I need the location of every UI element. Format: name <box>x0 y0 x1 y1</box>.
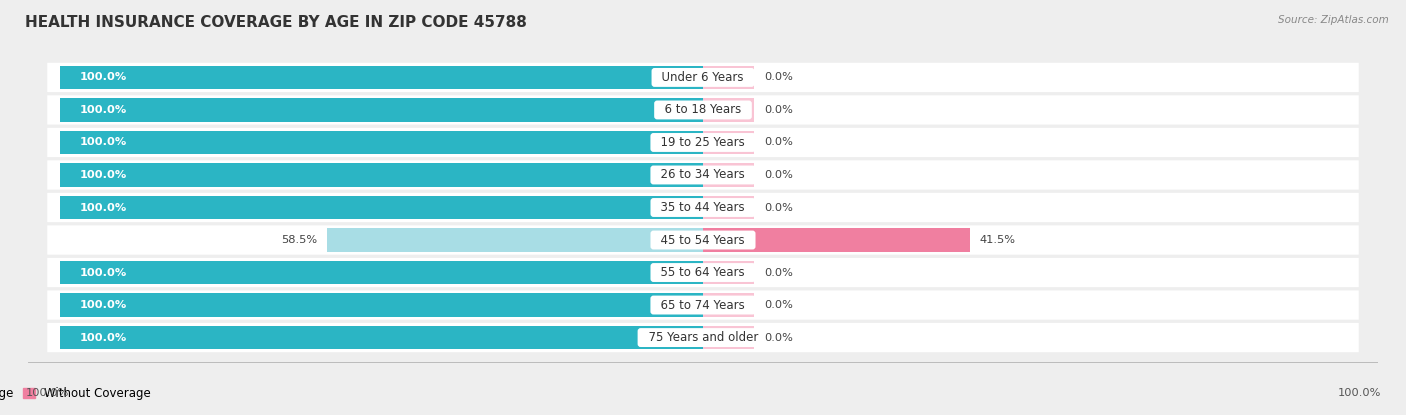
Text: 100.0%: 100.0% <box>80 332 127 342</box>
Bar <box>703 196 755 219</box>
FancyBboxPatch shape <box>48 290 1358 320</box>
Text: 0.0%: 0.0% <box>763 137 793 147</box>
FancyBboxPatch shape <box>48 128 1358 157</box>
Text: 65 to 74 Years: 65 to 74 Years <box>654 298 752 312</box>
Bar <box>703 131 755 154</box>
Bar <box>60 196 703 219</box>
Text: 0.0%: 0.0% <box>763 203 793 212</box>
Text: 100.0%: 100.0% <box>1337 388 1381 398</box>
FancyBboxPatch shape <box>48 225 1358 255</box>
Bar <box>60 66 703 89</box>
FancyBboxPatch shape <box>48 193 1358 222</box>
Text: 100.0%: 100.0% <box>80 137 127 147</box>
Bar <box>703 261 755 284</box>
Bar <box>60 163 703 187</box>
Text: 41.5%: 41.5% <box>980 235 1015 245</box>
Bar <box>60 131 703 154</box>
Legend: With Coverage, Without Coverage: With Coverage, Without Coverage <box>0 383 156 405</box>
Text: 45 to 54 Years: 45 to 54 Years <box>654 234 752 247</box>
Text: 100.0%: 100.0% <box>80 73 127 83</box>
Text: 0.0%: 0.0% <box>763 170 793 180</box>
Bar <box>60 98 703 122</box>
Bar <box>703 228 970 252</box>
Text: 19 to 25 Years: 19 to 25 Years <box>654 136 752 149</box>
FancyBboxPatch shape <box>48 160 1358 190</box>
FancyBboxPatch shape <box>48 95 1358 124</box>
Text: Under 6 Years: Under 6 Years <box>655 71 751 84</box>
Text: 0.0%: 0.0% <box>763 105 793 115</box>
Text: 35 to 44 Years: 35 to 44 Years <box>654 201 752 214</box>
Text: 0.0%: 0.0% <box>763 73 793 83</box>
Text: 100.0%: 100.0% <box>80 300 127 310</box>
Text: 100.0%: 100.0% <box>80 105 127 115</box>
Text: 100.0%: 100.0% <box>80 268 127 278</box>
FancyBboxPatch shape <box>48 258 1358 287</box>
Bar <box>60 293 703 317</box>
Text: 26 to 34 Years: 26 to 34 Years <box>654 168 752 181</box>
Text: 100.0%: 100.0% <box>25 388 69 398</box>
Text: 0.0%: 0.0% <box>763 300 793 310</box>
Bar <box>60 326 703 349</box>
FancyBboxPatch shape <box>48 323 1358 352</box>
FancyBboxPatch shape <box>48 63 1358 92</box>
Text: 58.5%: 58.5% <box>281 235 318 245</box>
Bar <box>703 163 755 187</box>
Text: 6 to 18 Years: 6 to 18 Years <box>657 103 749 117</box>
Bar <box>328 228 703 252</box>
Bar <box>703 66 755 89</box>
Text: 0.0%: 0.0% <box>763 268 793 278</box>
Bar <box>703 326 755 349</box>
Text: 75 Years and older: 75 Years and older <box>641 331 765 344</box>
Text: 0.0%: 0.0% <box>763 332 793 342</box>
Bar <box>703 293 755 317</box>
Bar <box>60 261 703 284</box>
Text: 55 to 64 Years: 55 to 64 Years <box>654 266 752 279</box>
Text: HEALTH INSURANCE COVERAGE BY AGE IN ZIP CODE 45788: HEALTH INSURANCE COVERAGE BY AGE IN ZIP … <box>25 15 527 29</box>
Bar <box>703 98 755 122</box>
Text: 100.0%: 100.0% <box>80 203 127 212</box>
Text: 100.0%: 100.0% <box>80 170 127 180</box>
Text: Source: ZipAtlas.com: Source: ZipAtlas.com <box>1278 15 1389 24</box>
